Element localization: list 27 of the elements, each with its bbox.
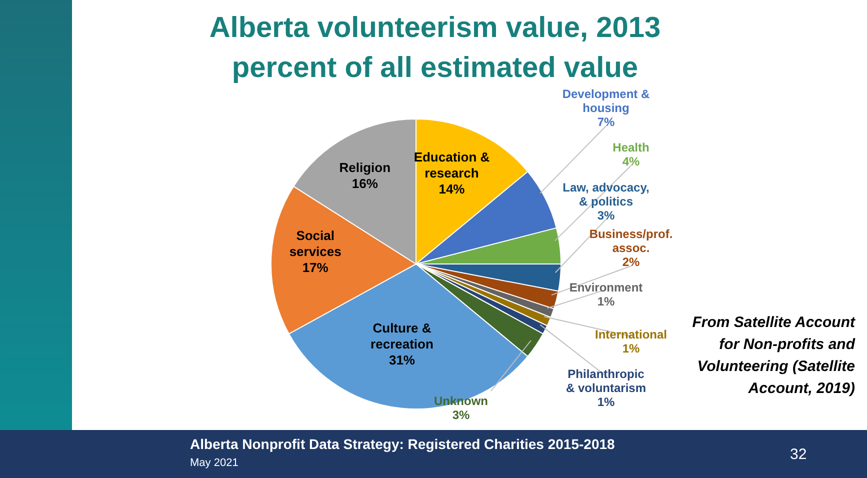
data-label: 1%	[597, 294, 615, 309]
slice-label: Development & housing	[562, 87, 650, 115]
data-label: 7%	[597, 115, 615, 129]
data-label: 3%	[452, 408, 470, 422]
data-label: 1%	[622, 341, 640, 356]
text: Alberta Nonprofit Data Strategy: Registered Charities 2015-2018	[190, 436, 615, 452]
slice-label: Philanthropic & voluntarism	[566, 367, 646, 395]
slice-label: Environment	[569, 280, 643, 295]
slice-label: Business/prof. assoc.	[589, 227, 673, 255]
data-label: 17%	[302, 260, 329, 276]
slice-label: Social services	[289, 228, 342, 260]
text: From Satellite Account for Non-profits and Volunteering (Satellite Account, 2019)	[691, 313, 855, 399]
slice-label: Religion	[339, 160, 391, 176]
data-label: 16%	[352, 176, 378, 192]
slice-label: Health	[612, 140, 650, 155]
data-label: 4%	[622, 154, 640, 169]
chart-title: Alberta volunteerism value, 2013 percent of all estimated value	[208, 11, 662, 86]
data-label: 2%	[622, 255, 640, 269]
data-label: 3%	[597, 208, 615, 222]
data-label: 1%	[597, 395, 615, 409]
data-label: 14%	[438, 182, 466, 197]
text: 32	[790, 446, 807, 463]
data-label: 31%	[388, 352, 416, 368]
slice-label: Culture & recreation	[370, 320, 434, 352]
slice-label: International	[594, 327, 668, 342]
slice-label: Law, advocacy, & politics	[562, 180, 650, 208]
text: May 2021	[190, 457, 238, 469]
